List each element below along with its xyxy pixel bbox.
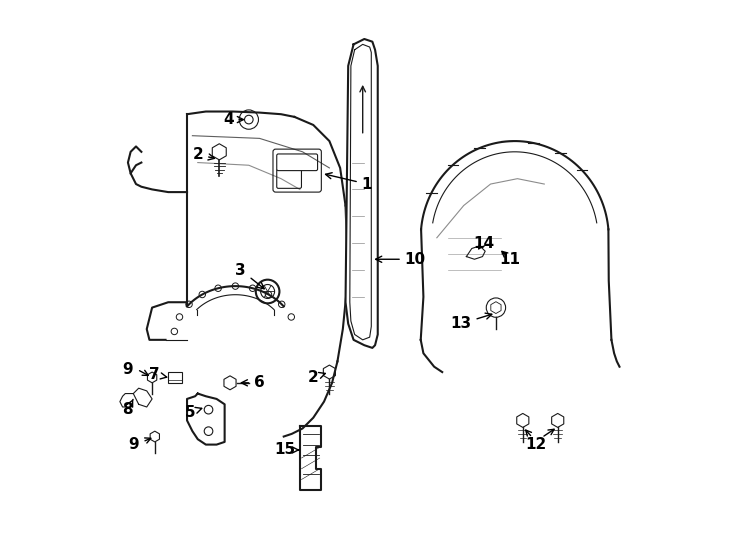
Text: 12: 12	[526, 437, 547, 452]
Text: 6: 6	[241, 375, 265, 390]
Polygon shape	[324, 365, 335, 379]
Text: 2: 2	[308, 370, 325, 385]
Text: 15: 15	[275, 442, 299, 457]
FancyBboxPatch shape	[277, 169, 302, 188]
Text: 14: 14	[473, 235, 495, 251]
Text: 7: 7	[150, 367, 167, 382]
Text: 9: 9	[123, 362, 134, 377]
Polygon shape	[491, 302, 501, 314]
Polygon shape	[150, 431, 159, 442]
Text: 9: 9	[128, 437, 139, 452]
Text: 11: 11	[499, 252, 520, 267]
Polygon shape	[466, 246, 485, 259]
Polygon shape	[552, 414, 564, 427]
Polygon shape	[300, 426, 321, 490]
Text: 4: 4	[223, 112, 244, 127]
Polygon shape	[148, 372, 157, 383]
Text: 5: 5	[184, 405, 202, 420]
FancyBboxPatch shape	[273, 149, 321, 192]
Polygon shape	[224, 376, 236, 390]
Text: 3: 3	[236, 262, 264, 289]
FancyBboxPatch shape	[277, 154, 318, 171]
Text: 10: 10	[376, 252, 426, 267]
Text: 8: 8	[123, 400, 134, 417]
Polygon shape	[517, 414, 528, 427]
Text: 2: 2	[192, 147, 214, 162]
Text: 1: 1	[326, 173, 372, 192]
Polygon shape	[346, 39, 378, 348]
Text: 13: 13	[451, 313, 492, 331]
Bar	[168, 372, 181, 383]
Polygon shape	[212, 144, 226, 160]
